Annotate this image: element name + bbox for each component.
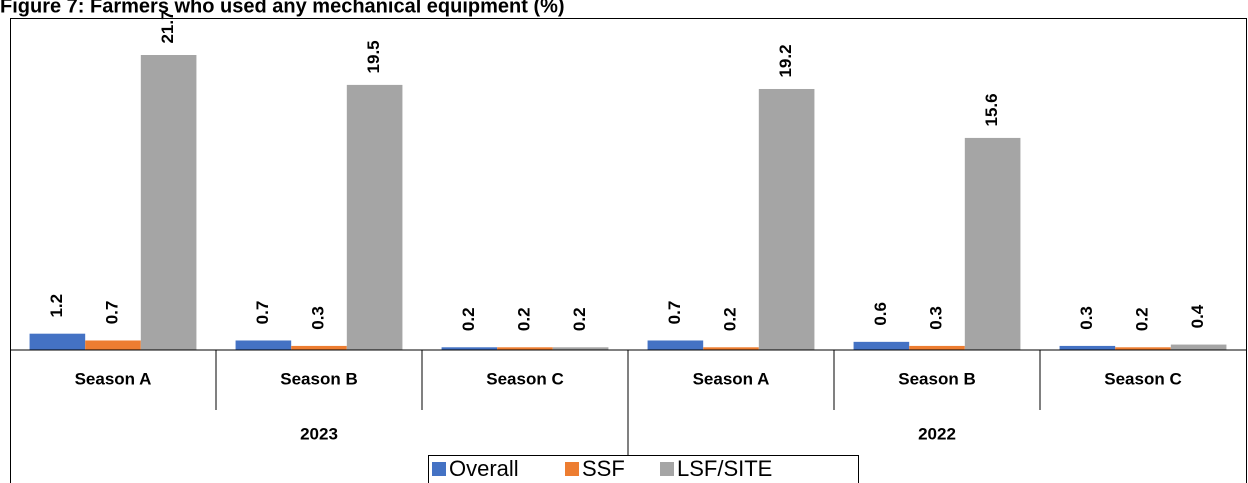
bar <box>552 347 609 350</box>
x-tick-label: Season C <box>486 369 563 388</box>
legend-swatch <box>565 462 579 476</box>
bar <box>647 340 704 350</box>
data-label: 0.4 <box>1188 304 1207 328</box>
data-label: 0.2 <box>514 307 533 331</box>
data-label: 15.6 <box>982 93 1001 126</box>
data-label: 0.2 <box>459 307 478 331</box>
group-label: 2022 <box>918 424 956 443</box>
bar <box>909 345 965 350</box>
data-label: 21.7 <box>158 10 177 43</box>
bar <box>1170 344 1227 350</box>
data-label: 0.3 <box>308 306 327 330</box>
bar <box>1115 347 1171 350</box>
legend-swatch <box>432 462 446 476</box>
bar <box>291 345 347 350</box>
bar <box>29 333 86 350</box>
bar <box>441 347 498 350</box>
chart-title: Figure 7: Farmers who used any mechanica… <box>0 0 565 17</box>
data-label: 0.6 <box>871 302 890 326</box>
bar <box>346 84 403 350</box>
bar <box>853 341 910 350</box>
x-tick-label: Season B <box>280 369 357 388</box>
bar <box>497 347 553 350</box>
legend-label: Overall <box>449 456 519 481</box>
bar <box>964 137 1021 350</box>
legend-label: LSF/SITE <box>677 456 772 481</box>
data-label: 0.2 <box>1132 307 1151 331</box>
data-label: 0.7 <box>253 301 272 325</box>
legend-swatch <box>660 462 674 476</box>
bar <box>1059 345 1116 350</box>
legend-box <box>428 455 859 483</box>
data-label: 0.2 <box>570 307 589 331</box>
data-label: 0.7 <box>102 301 121 325</box>
legend-label: SSF <box>582 456 625 481</box>
x-tick-label: Season B <box>898 369 975 388</box>
group-label: 2023 <box>300 424 338 443</box>
x-tick-label: Season A <box>693 369 770 388</box>
x-tick-label: Season C <box>1104 369 1181 388</box>
data-label: 19.5 <box>364 40 383 73</box>
bar <box>85 340 141 350</box>
data-label: 0.3 <box>926 306 945 330</box>
data-label: 0.7 <box>665 301 684 325</box>
chart-frame <box>10 18 1247 483</box>
data-label: 19.2 <box>776 44 795 77</box>
bar <box>758 88 815 350</box>
bar <box>140 55 197 350</box>
data-label: 1.2 <box>47 294 66 318</box>
data-label: 0.3 <box>1077 306 1096 330</box>
bar <box>703 347 759 350</box>
x-tick-label: Season A <box>75 369 152 388</box>
bar <box>235 340 292 350</box>
data-label: 0.2 <box>720 307 739 331</box>
